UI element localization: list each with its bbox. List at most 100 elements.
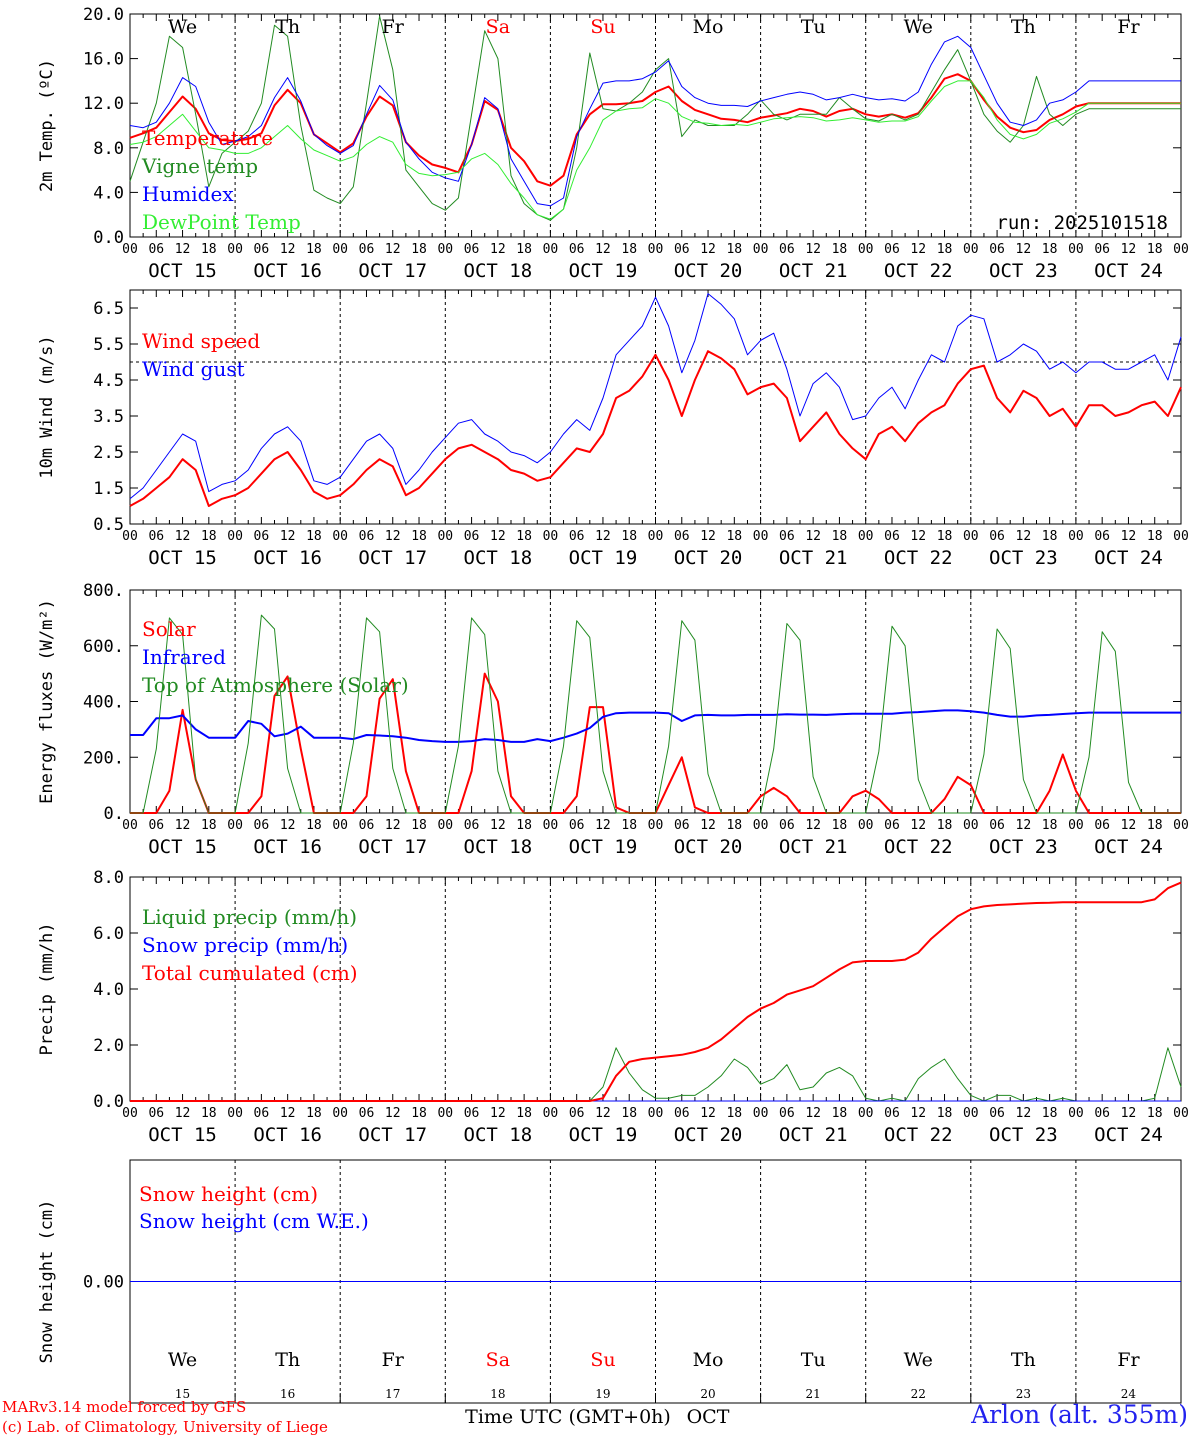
hour-tick-label: 18	[1042, 818, 1058, 833]
hour-tick-label: 12	[175, 242, 191, 257]
date-label: OCT 24	[1094, 1124, 1163, 1146]
hour-tick-label: 18	[832, 529, 848, 544]
hour-tick-label: 00	[648, 818, 664, 833]
date-label: OCT 20	[674, 547, 743, 569]
hour-tick-label: 18	[516, 242, 532, 257]
hour-tick-label: 06	[569, 242, 585, 257]
date-label: OCT 17	[358, 836, 427, 858]
hour-tick-label: 18	[516, 818, 532, 833]
hour-tick-label: 00	[227, 818, 243, 833]
hour-tick-label: 12	[595, 1106, 611, 1121]
hour-tick-label: 06	[1094, 529, 1110, 544]
hour-tick-label: 12	[805, 818, 821, 833]
series-line-temperature	[129, 73, 1181, 187]
day-number-label: 17	[385, 1387, 400, 1401]
hour-tick-label: 06	[779, 529, 795, 544]
hour-tick-label: 18	[621, 1106, 637, 1121]
hour-tick-label: 00	[122, 818, 138, 833]
hour-tick-label: 06	[148, 242, 164, 257]
hour-tick-label: 00	[227, 529, 243, 544]
legend-entry: DewPoint Temp	[142, 210, 301, 234]
hour-tick-label: 00	[963, 1106, 979, 1121]
hour-tick-label: 00	[122, 242, 138, 257]
hour-tick-label: 18	[621, 818, 637, 833]
y-axis-label: Energy fluxes (W/m²)	[37, 599, 57, 804]
hour-tick-label: 18	[516, 529, 532, 544]
hour-tick-label: 00	[1068, 242, 1084, 257]
date-label: OCT 23	[989, 260, 1058, 282]
hour-tick-label: 00	[753, 529, 769, 544]
y-axis-label: 10m Wind (m/s)	[37, 335, 57, 478]
hour-tick-label: 12	[595, 529, 611, 544]
series-line-dewpoint-temp	[129, 80, 1181, 220]
hour-tick-label: 06	[884, 529, 900, 544]
weekday-label: Sa	[486, 16, 510, 38]
day-number-label: 21	[806, 1387, 821, 1401]
hour-tick-label: 00	[437, 1106, 453, 1121]
weekday-label: Fr	[382, 16, 405, 38]
hour-tick-label: 06	[884, 818, 900, 833]
hour-tick-label: 18	[1147, 818, 1163, 833]
date-label: OCT 24	[1094, 547, 1163, 569]
series-line-top-of-atmosphere-solar-	[130, 614, 1181, 814]
y-tick-label: 1.5	[93, 479, 124, 499]
hour-tick-label: 06	[254, 1106, 270, 1121]
date-label: OCT 20	[674, 1124, 743, 1146]
y-tick-label: 3.5	[93, 407, 124, 427]
weekday-label: Su	[590, 16, 615, 38]
y-tick-label: 200.	[83, 748, 124, 768]
hour-tick-label: 06	[254, 529, 270, 544]
hour-tick-label: 06	[464, 529, 480, 544]
hour-tick-label: 00	[963, 529, 979, 544]
hour-tick-label: 12	[1016, 529, 1032, 544]
hour-tick-label: 00	[332, 1106, 348, 1121]
hour-tick-label: 06	[148, 818, 164, 833]
hour-tick-label: 00	[227, 242, 243, 257]
hour-tick-label: 00	[648, 1106, 664, 1121]
hour-tick-label: 06	[989, 1106, 1005, 1121]
hour-tick-label: 00	[753, 242, 769, 257]
date-label: OCT 15	[148, 260, 217, 282]
hour-tick-label: 00	[858, 242, 874, 257]
hour-tick-label: 12	[1016, 242, 1032, 257]
hour-tick-label: 18	[832, 1106, 848, 1121]
date-label: OCT 15	[148, 547, 217, 569]
series-line-infrared	[130, 709, 1181, 743]
hour-tick-label: 00	[858, 1106, 874, 1121]
y-tick-label: 0.5	[93, 515, 124, 535]
day-number-label: 22	[911, 1387, 926, 1401]
hour-tick-label: 18	[201, 1106, 217, 1121]
hour-tick-label: 12	[700, 818, 716, 833]
date-label: OCT 24	[1094, 836, 1163, 858]
hour-tick-label: 12	[175, 818, 191, 833]
day-number-label: 23	[1016, 1387, 1031, 1401]
hour-tick-label: 12	[805, 1106, 821, 1121]
hour-tick-label: 12	[175, 529, 191, 544]
hour-tick-label: 12	[490, 818, 506, 833]
day-number-label: 18	[490, 1387, 505, 1401]
date-label: OCT 17	[358, 547, 427, 569]
date-label: OCT 18	[464, 1124, 533, 1146]
date-label: OCT 16	[253, 836, 322, 858]
date-label: OCT 18	[464, 836, 533, 858]
hour-tick-label: 00	[543, 1106, 559, 1121]
y-tick-label: 5.5	[93, 335, 124, 355]
hour-tick-label: 12	[1121, 242, 1137, 257]
date-label: OCT 21	[779, 836, 848, 858]
hour-tick-label: 18	[201, 529, 217, 544]
date-label: OCT 15	[148, 1124, 217, 1146]
station-title: Arlon (alt. 355m)	[971, 1400, 1188, 1429]
hour-tick-label: 12	[1121, 818, 1137, 833]
hour-tick-label: 18	[1147, 1106, 1163, 1121]
y-axis-label: Precip (mm/h)	[37, 922, 57, 1055]
day-number-label: 16	[280, 1387, 295, 1401]
y-tick-label: 0.00	[83, 1273, 124, 1293]
hour-tick-label: 12	[595, 242, 611, 257]
y-axis-label: 2m Temp. (ºC)	[37, 59, 57, 192]
hour-tick-label: 12	[175, 1106, 191, 1121]
y-tick-label: 12.0	[83, 94, 124, 114]
hour-tick-label: 12	[385, 818, 401, 833]
hour-tick-label: 00	[753, 818, 769, 833]
hour-tick-label: 12	[490, 242, 506, 257]
hour-tick-label: 18	[306, 529, 322, 544]
